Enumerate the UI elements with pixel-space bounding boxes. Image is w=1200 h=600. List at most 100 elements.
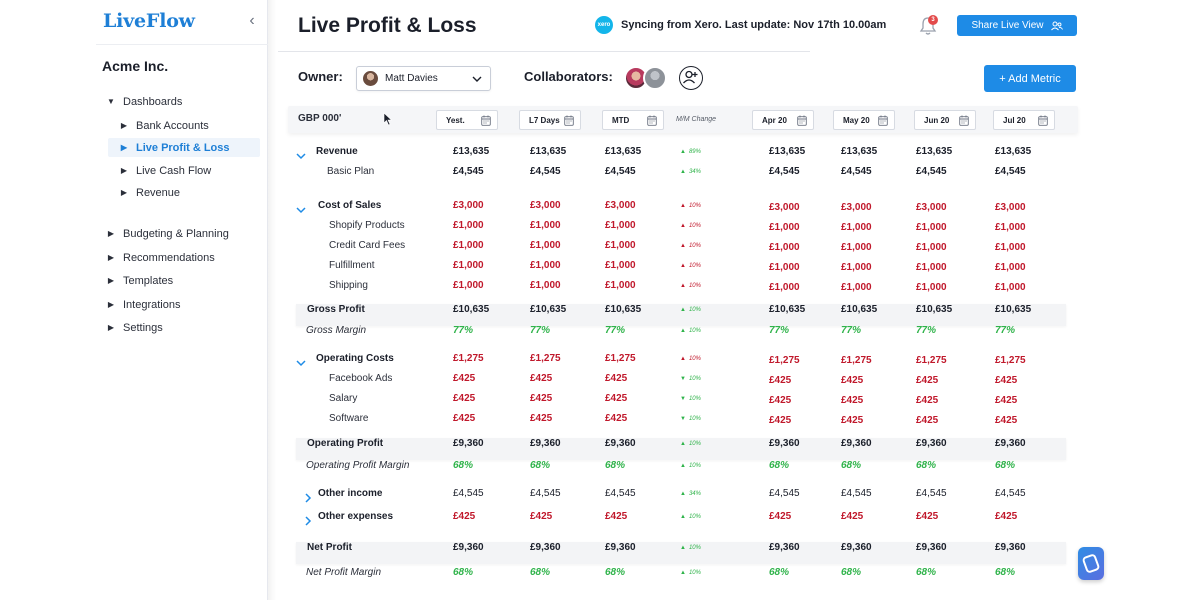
period-selector-jun-20[interactable]: Jun 20 [914,110,976,130]
value-cell: £9,360 [769,438,800,449]
period-selector-jul-20[interactable]: Jul 20 [993,110,1055,130]
help-widget-button[interactable] [1078,547,1104,580]
caret-right-icon: ▶ [107,276,115,285]
value-cell: £1,000 [530,260,561,271]
value-cell: £1,275 [995,355,1026,366]
value-cell: £1,000 [453,260,484,271]
triangle-up-icon: ▲ [680,169,686,175]
owner-dropdown[interactable]: Matt Davies [356,66,491,91]
period-selector-mtd[interactable]: MTD [602,110,664,130]
calendar-icon [1038,115,1048,126]
value-cell: £1,000 [453,280,484,291]
mm-change-cell: ▼ 10% [680,376,701,382]
value-cell: £1,000 [841,262,872,273]
caret-right-icon: ▶ [107,229,115,238]
row-label: Net Profit [307,542,352,553]
add-collaborator-button[interactable] [679,66,703,90]
value-cell: £1,000 [841,222,872,233]
triangle-down-icon: ▼ [680,396,686,402]
value-cell: £9,360 [916,438,947,449]
collaborator-avatar[interactable] [643,66,667,90]
title-underline [278,51,810,52]
value-cell: 68% [605,460,626,471]
chevron-down-icon[interactable] [296,151,306,161]
value-cell: £4,545 [841,166,872,177]
sidebar-item-integrations[interactable]: ▶ Integrations [96,295,266,314]
mm-change-cell: ▼ 10% [680,416,701,422]
value-cell: £1,275 [916,355,947,366]
sidebar-item-dashboards[interactable]: ▼ Dashboards [96,92,266,111]
mm-change-cell: ▲ 10% [680,283,701,289]
calendar-icon [959,115,969,126]
value-cell: £425 [841,511,864,522]
row-label: Gross Margin [306,325,367,336]
value-cell: £4,545 [769,166,800,177]
caret-right-icon: ▶ [107,300,115,309]
value-cell: £1,000 [841,282,872,293]
total-row-band [296,438,1066,460]
period-selector-apr-20[interactable]: Apr 20 [752,110,814,130]
sidebar-item-settings[interactable]: ▶ Settings [96,318,266,337]
triangle-up-icon: ▲ [680,149,686,155]
sidebar-item-bank-accounts[interactable]: ▶ Bank Accounts [96,116,266,135]
value-cell: £10,635 [841,304,878,315]
value-cell: £4,545 [841,488,872,499]
value-cell: £1,000 [995,282,1026,293]
period-label: L7 Days [529,115,560,125]
value-cell: £1,000 [995,262,1026,273]
share-live-view-button[interactable]: Share Live View [957,15,1077,36]
row-label: Fulfillment [329,260,375,271]
period-selector-may-20[interactable]: May 20 [833,110,895,130]
app-logo-icon [1081,553,1101,574]
add-user-icon [683,70,698,84]
change-value: 10% [688,356,701,362]
collapse-sidebar-button[interactable]: ‹ [249,12,255,29]
page-title: Live Profit & Loss [298,14,477,37]
sidebar-item-budgeting-planning[interactable]: ▶ Budgeting & Planning [96,224,266,243]
liveflow-logo[interactable]: LiveFlow [103,10,195,32]
triangle-up-icon: ▲ [680,283,686,289]
mm-change-cell: ▲ 10% [680,203,701,209]
period-selector-l7-days[interactable]: L7 Days [519,110,581,130]
value-cell: £9,360 [530,542,561,553]
change-value: 10% [688,463,701,469]
mouse-cursor-icon [383,112,393,126]
period-selector-yest[interactable]: Yest. [436,110,498,130]
change-value: 10% [688,243,701,249]
value-cell: £4,545 [995,166,1026,177]
chevron-down-icon[interactable] [296,205,306,215]
sidebar-item-live-cash-flow[interactable]: ▶ Live Cash Flow [96,161,266,180]
chevron-down-icon[interactable] [296,358,306,368]
caret-right-icon: ▶ [120,143,128,152]
sidebar-item-label: Live Profit & Loss [136,141,230,154]
value-cell: £1,275 [453,353,484,364]
value-cell: 77% [453,325,474,336]
chevron-right-icon[interactable] [303,516,313,526]
value-cell: £13,635 [605,146,642,157]
sidebar-item-recommendations[interactable]: ▶ Recommendations [96,248,266,267]
row-label: Shipping [329,280,368,291]
sidebar-item-live-profit-loss[interactable]: ▶ Live Profit & Loss [108,138,260,157]
value-cell: £9,360 [530,438,561,449]
value-cell: £13,635 [769,146,806,157]
value-cell: £1,275 [841,355,872,366]
value-cell: £1,000 [605,260,636,271]
value-cell: £3,000 [530,200,561,211]
value-cell: 68% [995,460,1016,471]
value-cell: £1,000 [916,222,947,233]
value-cell: £4,545 [916,488,947,499]
share-live-view-label: Share Live View [971,20,1044,31]
total-row-band [296,304,1066,326]
add-metric-button[interactable]: + Add Metric [984,65,1076,92]
value-cell: £3,000 [916,202,947,213]
mm-change-cell: ▲ 10% [680,263,701,269]
chevron-right-icon[interactable] [303,493,313,503]
value-cell: £425 [916,415,939,426]
sidebar-item-revenue[interactable]: ▶ Revenue [96,183,266,202]
value-cell: £425 [769,511,792,522]
sidebar-item-templates[interactable]: ▶ Templates [96,271,266,290]
sidebar-item-label: Integrations [123,298,181,311]
period-label: Jul 20 [1003,115,1026,125]
value-cell: 68% [769,567,790,578]
value-cell: 68% [453,460,474,471]
